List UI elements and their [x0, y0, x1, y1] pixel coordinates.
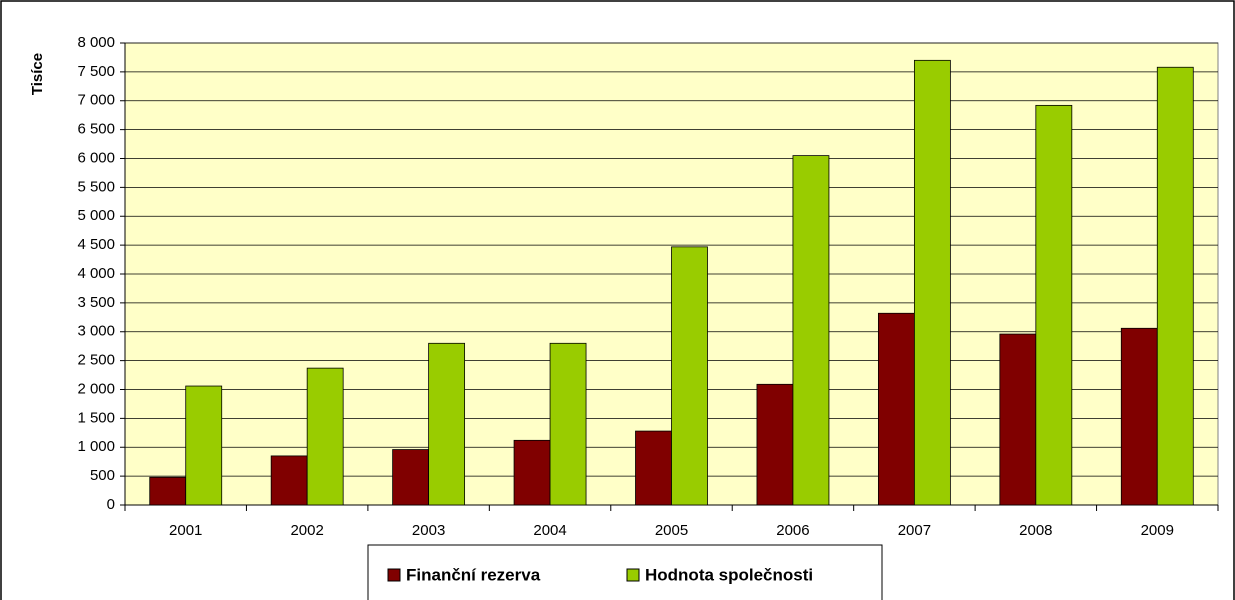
y-tick-label: 2 500 [77, 352, 115, 369]
bar [756, 383, 794, 506]
y-axis-label: Tisíce [29, 53, 46, 95]
y-tick-label: 4 500 [77, 236, 115, 253]
y-tick-label: 7 000 [77, 92, 115, 109]
y-tick-label: 6 500 [77, 121, 115, 138]
legend-box [367, 544, 883, 600]
bar [1120, 327, 1158, 506]
x-tick-label: 2005 [655, 522, 688, 539]
y-tick-label: 7 500 [77, 63, 115, 80]
bar [392, 449, 430, 506]
bar [428, 342, 466, 506]
y-tick-label: 1 500 [77, 409, 115, 426]
y-tick-label: 4 000 [77, 265, 115, 282]
bar [792, 155, 830, 506]
y-tick-label: 5 000 [77, 207, 115, 224]
bar [999, 333, 1037, 506]
bar [549, 342, 587, 506]
bar [185, 385, 223, 506]
bar [1156, 66, 1194, 506]
bar [877, 312, 915, 506]
y-tick-label: 8 000 [77, 34, 115, 51]
y-tick-label: 3 500 [77, 294, 115, 311]
y-tick-label: 2 000 [77, 380, 115, 397]
bar [270, 455, 308, 506]
x-tick-label: 2003 [412, 522, 445, 539]
bar [149, 476, 187, 506]
x-tick-label: 2007 [898, 522, 931, 539]
x-tick-label: 2006 [776, 522, 809, 539]
y-tick-label: 0 [107, 496, 115, 513]
bar [635, 430, 672, 506]
y-tick-label: 5 500 [77, 178, 115, 195]
x-tick-label: 2004 [533, 522, 566, 539]
y-tick-label: 1 000 [77, 438, 115, 455]
legend-label: Finanční rezerva [406, 565, 541, 584]
x-tick-label: 2001 [169, 522, 202, 539]
y-tick-label: 3 000 [77, 323, 115, 340]
legend-label: Hodnota společnosti [645, 565, 813, 584]
y-tick-label: 6 000 [77, 149, 115, 166]
bar [513, 439, 551, 506]
bar [1035, 104, 1073, 506]
x-tick-label: 2009 [1141, 522, 1174, 539]
y-tick-label: 500 [90, 467, 115, 484]
legend-swatch [626, 568, 640, 582]
bar [671, 246, 708, 506]
bar [913, 59, 951, 506]
legend-swatch [387, 568, 401, 582]
x-tick-label: 2008 [1019, 522, 1052, 539]
x-tick-label: 2002 [290, 522, 323, 539]
bar [306, 367, 344, 506]
